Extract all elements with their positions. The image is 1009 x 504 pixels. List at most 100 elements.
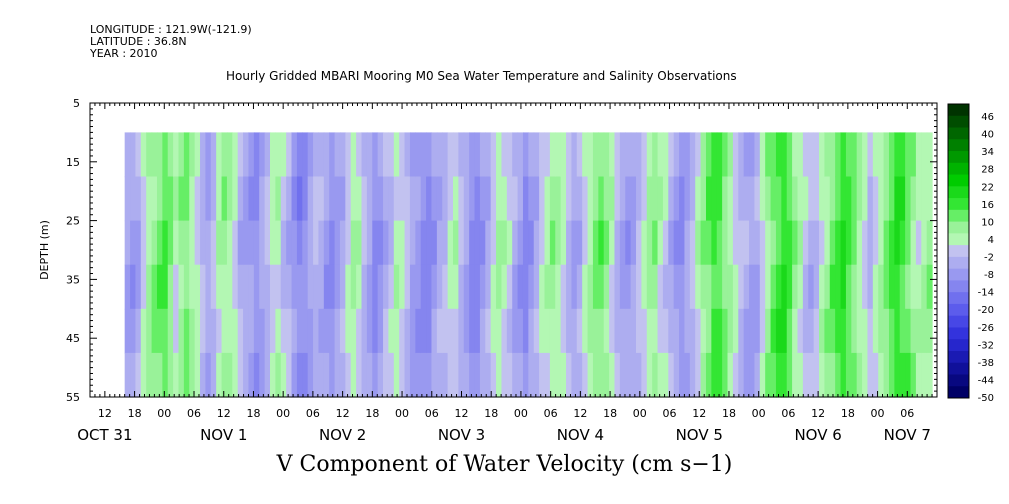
heat-cell	[232, 308, 239, 354]
heat-cell	[689, 132, 696, 178]
heat-cell	[243, 308, 250, 354]
heat-cell	[296, 352, 303, 398]
heat-cell	[194, 176, 201, 222]
heat-cell	[496, 352, 503, 398]
heat-cell	[442, 352, 449, 398]
heat-cell	[679, 264, 686, 310]
heat-cell	[824, 352, 831, 398]
heat-cell	[447, 308, 454, 354]
heat-cell	[210, 352, 217, 398]
heat-cell	[587, 352, 594, 398]
heat-cell	[458, 132, 465, 178]
latitude-label: LATITUDE : 36.8N	[90, 35, 187, 48]
heat-cell	[630, 220, 637, 266]
heat-cell	[409, 176, 416, 222]
heat-cell	[372, 308, 379, 354]
heat-cell	[533, 220, 540, 266]
heat-cell	[237, 308, 244, 354]
heat-cell	[754, 220, 761, 266]
heat-cell	[851, 132, 858, 178]
heat-cell	[259, 176, 266, 222]
heat-cell	[910, 220, 917, 266]
chart-title: Hourly Gridded MBARI Mooring M0 Sea Wate…	[226, 69, 737, 83]
heat-cell	[442, 132, 449, 178]
x-hour-tick-label: 18	[603, 407, 617, 420]
heat-cell	[630, 132, 637, 178]
heat-cell	[173, 220, 180, 266]
heat-cell	[743, 308, 750, 354]
heat-cell	[334, 220, 341, 266]
heat-cell	[296, 220, 303, 266]
heat-cell	[232, 352, 239, 398]
heat-cell	[862, 176, 869, 222]
heat-cell	[270, 264, 276, 310]
heat-cell	[216, 220, 223, 266]
heat-cell	[329, 132, 336, 178]
heat-cell	[754, 352, 761, 398]
heat-cell	[383, 352, 390, 398]
heat-cell	[275, 308, 282, 354]
heat-cell	[200, 352, 207, 398]
heat-cell	[824, 308, 831, 354]
heat-cell	[695, 352, 702, 398]
heat-cell	[458, 352, 465, 398]
heat-cell	[727, 264, 734, 310]
heat-cell	[162, 264, 169, 310]
heat-cell	[226, 308, 233, 354]
heat-cell	[426, 132, 433, 178]
heat-cell	[490, 352, 497, 398]
heat-cell	[899, 176, 906, 222]
heat-cell	[302, 220, 309, 266]
heat-cell	[264, 308, 271, 354]
heat-cell	[765, 220, 772, 266]
x-hour-tick-label: 18	[365, 407, 379, 420]
heat-cell	[555, 264, 562, 310]
heat-cell	[883, 352, 890, 398]
heat-cell	[592, 176, 599, 222]
heat-cell	[522, 132, 529, 178]
heat-cell	[856, 308, 863, 354]
heat-cell	[307, 132, 314, 178]
x-hour-tick-label: 06	[781, 407, 795, 420]
heat-cell	[313, 352, 320, 398]
heat-cell	[862, 264, 869, 310]
heat-cell	[641, 308, 648, 354]
heat-cell	[775, 176, 782, 222]
heat-cell	[727, 132, 734, 178]
y-tick-label: 5	[73, 97, 80, 110]
heat-cell	[641, 176, 648, 222]
heat-cell	[781, 352, 788, 398]
heat-cell	[813, 132, 820, 178]
heat-cell	[205, 132, 212, 178]
heat-cell	[905, 176, 912, 222]
heat-cell	[759, 132, 766, 178]
heat-cell	[845, 264, 852, 310]
heat-cell	[829, 132, 836, 178]
heat-cell	[404, 132, 411, 178]
heat-cell	[576, 176, 583, 222]
heat-cell	[851, 176, 858, 222]
heat-cell	[399, 220, 406, 266]
heat-cell	[183, 352, 190, 398]
heat-cell	[366, 352, 373, 398]
heat-cell	[636, 220, 642, 266]
heat-cell	[339, 308, 346, 354]
heat-cell	[722, 308, 729, 354]
heat-cell	[894, 176, 901, 222]
heat-cell	[587, 220, 594, 266]
heat-cell	[878, 132, 885, 178]
heat-cell	[291, 132, 298, 178]
heat-cell	[415, 308, 422, 354]
heat-cell	[496, 308, 503, 354]
heat-cell	[619, 264, 626, 310]
heat-cell	[759, 220, 766, 266]
heat-cell	[415, 220, 422, 266]
heat-cell	[237, 264, 244, 310]
heat-cell	[539, 264, 546, 310]
colorbar-swatch	[948, 374, 969, 387]
heat-cell	[528, 220, 535, 266]
heat-cell	[555, 308, 562, 354]
heat-cell	[372, 176, 379, 222]
heat-cell	[453, 132, 459, 178]
heat-cell	[614, 264, 621, 310]
